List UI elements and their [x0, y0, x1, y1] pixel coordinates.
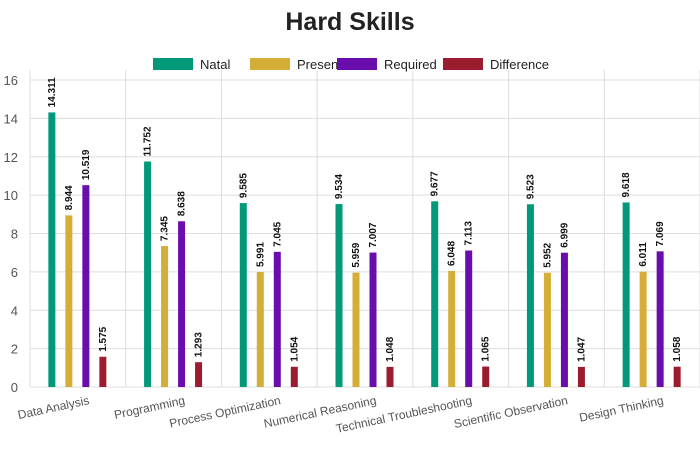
bar-required — [560, 252, 568, 387]
bar-present — [448, 270, 456, 387]
legend-label: Required — [384, 57, 437, 72]
data-label: 7.113 — [464, 221, 475, 246]
bar-required — [465, 250, 473, 387]
data-label: 10.519 — [81, 149, 92, 180]
legend-swatch-required — [337, 58, 377, 70]
data-label: 7.069 — [655, 221, 666, 246]
data-label: 9.585 — [238, 173, 249, 198]
data-label: 1.058 — [672, 336, 683, 361]
bar-required — [178, 221, 186, 387]
data-label: 5.952 — [542, 242, 553, 267]
x-tick-label: Data Analysis — [16, 393, 90, 422]
bar-natal — [335, 204, 343, 387]
legend-label: Difference — [490, 57, 549, 72]
bar-natal — [526, 204, 534, 387]
legend-swatch-difference — [443, 58, 483, 70]
bar-natal — [239, 203, 247, 387]
data-label: 9.523 — [525, 174, 536, 199]
bar-present — [543, 272, 551, 387]
bar-present — [352, 272, 360, 387]
data-label: 5.959 — [351, 242, 362, 267]
bar-natal — [431, 201, 439, 387]
chart-title: Hard Skills — [285, 8, 415, 36]
y-tick-label: 16 — [4, 73, 18, 88]
bar-difference — [673, 366, 681, 387]
data-label: 1.047 — [576, 336, 587, 361]
y-tick-label: 8 — [11, 227, 18, 242]
bar-difference — [386, 366, 394, 387]
legend-label: Present — [297, 57, 342, 72]
y-tick-label: 0 — [11, 380, 18, 395]
data-label: 1.293 — [194, 332, 205, 357]
bar-present — [256, 272, 264, 387]
data-label: 6.999 — [559, 222, 570, 247]
bar-required — [369, 252, 377, 387]
data-label: 14.311 — [47, 77, 58, 107]
legend-swatch-natal — [153, 58, 193, 70]
y-tick-label: 14 — [4, 111, 18, 126]
data-label: 8.944 — [64, 185, 75, 210]
bar-difference — [577, 366, 585, 387]
bar-natal — [144, 161, 152, 387]
bar-required — [82, 185, 90, 387]
bar-present — [639, 271, 647, 387]
data-label: 7.007 — [368, 222, 379, 247]
y-tick-label: 2 — [11, 342, 18, 357]
data-label: 7.045 — [272, 221, 283, 246]
data-label: 1.065 — [481, 336, 492, 361]
bar-difference — [482, 366, 490, 387]
y-tick-label: 12 — [4, 150, 18, 165]
bar-required — [273, 251, 281, 387]
data-label: 1.575 — [98, 326, 109, 351]
data-label: 1.048 — [385, 336, 396, 361]
bar-difference — [290, 366, 298, 387]
data-label: 6.011 — [638, 242, 649, 267]
bar-required — [656, 251, 664, 387]
data-label: 11.752 — [143, 126, 154, 156]
y-tick-label: 4 — [11, 303, 18, 318]
data-label: 9.618 — [621, 172, 632, 197]
legend-label: Natal — [200, 57, 230, 72]
bar-natal — [622, 202, 630, 387]
bar-present — [161, 246, 169, 387]
x-tick-label: Design Thinking — [578, 393, 665, 425]
legend-swatch-present — [250, 58, 290, 70]
data-label: 5.991 — [255, 242, 266, 267]
data-label: 6.048 — [447, 240, 458, 265]
bar-present — [65, 215, 73, 387]
bar-natal — [48, 112, 56, 387]
bar-difference — [195, 362, 203, 387]
y-tick-label: 6 — [11, 265, 18, 280]
data-label: 7.345 — [160, 216, 171, 241]
data-label: 8.638 — [177, 191, 188, 216]
bar-difference — [99, 356, 107, 387]
y-tick-label: 10 — [4, 188, 18, 203]
data-label: 9.534 — [334, 174, 345, 199]
data-label: 9.677 — [430, 171, 441, 196]
data-label: 1.054 — [289, 336, 300, 361]
